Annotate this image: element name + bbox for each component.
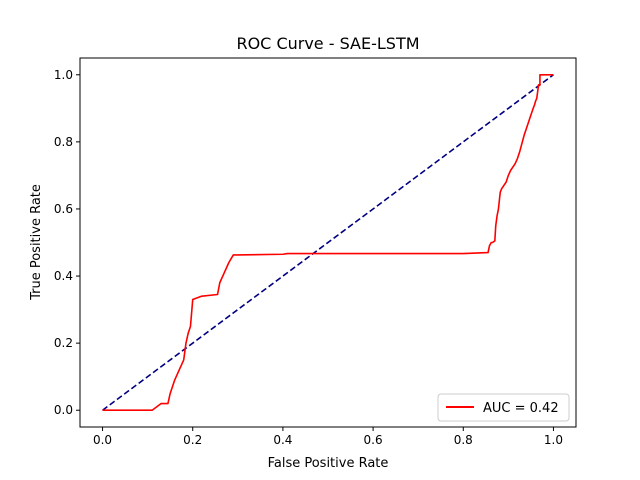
x-axis-label: False Positive Rate	[268, 456, 389, 471]
y-tick-label: 0.0	[54, 403, 73, 417]
legend-box	[437, 393, 570, 422]
chance-diagonal-line	[102, 74, 554, 411]
y-axis-ticks: 0.0 0.2 0.4 0.6 0.8 1.0	[54, 68, 80, 417]
chart-title: ROC Curve - SAE-LSTM	[236, 34, 419, 53]
legend-label-auc: AUC = 0.42	[483, 401, 559, 416]
y-tick-label: 0.4	[54, 269, 73, 283]
y-tick-label: 0.6	[54, 202, 73, 216]
y-tick-label: 0.2	[54, 336, 73, 350]
x-axis-ticks: 0.0 0.2 0.4 0.6 0.8 1.0	[93, 427, 563, 447]
x-tick-label: 0.6	[364, 433, 383, 447]
y-axis-label: True Positive Rate	[29, 184, 44, 301]
x-tick-label: 0.2	[183, 433, 202, 447]
x-tick-label: 1.0	[544, 433, 563, 447]
y-tick-label: 1.0	[54, 68, 73, 82]
y-tick-label: 0.8	[54, 135, 73, 149]
plot-layer	[102, 73, 554, 412]
legend: AUC = 0.42	[437, 393, 570, 422]
x-tick-label: 0.8	[454, 433, 473, 447]
x-tick-label: 0.0	[93, 433, 112, 447]
axes-frame	[79, 57, 577, 428]
roc-curve-line	[102, 73, 554, 412]
x-tick-label: 0.4	[273, 433, 292, 447]
